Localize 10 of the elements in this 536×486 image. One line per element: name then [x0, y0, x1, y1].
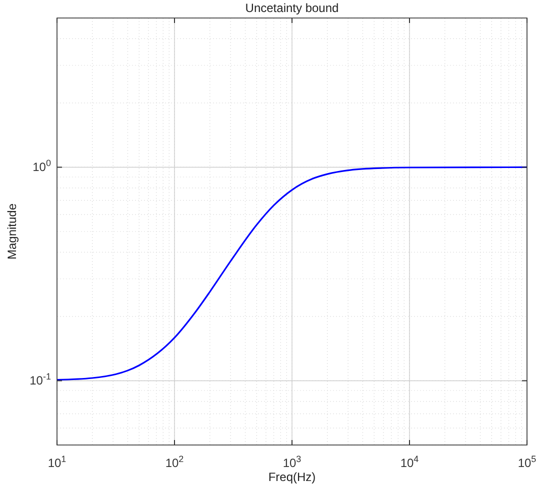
y-tick-label: 10$^{-1}$: [30, 372, 51, 388]
x-tick-label: 10$^{5}$: [518, 454, 536, 470]
x-tick-label: 10$^{4}$: [400, 454, 419, 470]
x-tick-label: 10$^{1}$: [48, 454, 66, 470]
chart-title: Uncetainty bound: [245, 1, 339, 15]
x-tick-label: 10$^{3}$: [282, 454, 302, 470]
y-tick-label: 10$^{0}$: [32, 158, 51, 174]
y-axis-title: Magnitude: [5, 203, 19, 260]
x-axis-title: Freq(Hz): [268, 470, 316, 484]
x-tick-label: 10$^{2}$: [165, 454, 184, 470]
